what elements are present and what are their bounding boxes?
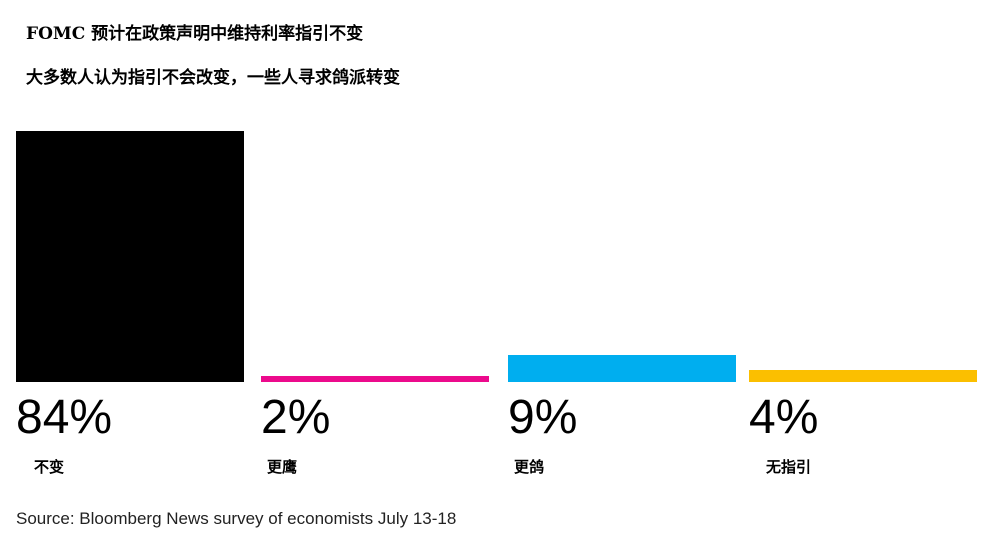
category-label-no-guidance: 无指引 [766,458,812,476]
value-label-no-guidance: 4% [749,391,819,444]
bar-unchanged [16,131,244,382]
value-label-unchanged: 84% [16,391,113,444]
source-note: Source: Bloomberg News survey of economi… [16,509,457,528]
category-label-more-hawkish: 更鹰 [267,458,298,476]
chart-title: FOMC 预计在政策声明中维持利率指引不变 [26,24,364,44]
bar-chart [16,131,977,382]
chart-subtitle: 大多数人认为指引不会改变，一些人寻求鸽派转变 [26,68,400,88]
category-label-unchanged: 不变 [34,458,65,476]
value-label-more-dovish: 9% [508,391,578,444]
bar-more-dovish [508,355,736,382]
category-label-more-dovish: 更鸽 [514,458,545,476]
bar-no-guidance [749,370,977,382]
value-label-more-hawkish: 2% [261,391,331,444]
bar-more-hawkish [261,376,489,382]
